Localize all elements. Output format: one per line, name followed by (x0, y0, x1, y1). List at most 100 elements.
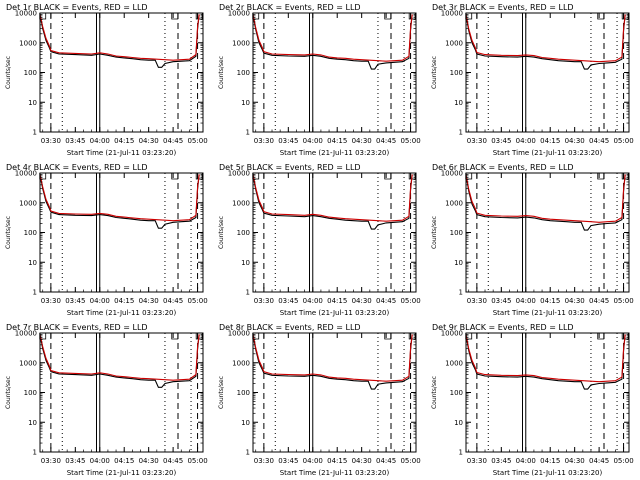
chart-title: Det 7r BLACK = Events, RED = LLD (6, 323, 148, 332)
series-line-lld (252, 14, 413, 62)
y-tick-label: 10000 (228, 330, 250, 338)
detector-panel-4: Det 4r BLACK = Events, RED = LLD Counts/s… (0, 160, 213, 320)
x-tick-label: 04:00 (90, 457, 110, 465)
x-tick-label: 04:45 (589, 137, 609, 145)
x-tick-label: 03:45 (278, 457, 298, 465)
x-axis-label: Start Time (21-Jul-11 03:23:20) (67, 309, 177, 317)
y-tick-label: 10000 (441, 170, 463, 178)
y-tick-label: 10 (241, 259, 250, 267)
x-tick-label: 04:30 (352, 297, 372, 305)
y-tick-label: 100 (24, 229, 37, 237)
series-line-events (252, 174, 413, 230)
detector-panel-9: Det 9r BLACK = Events, RED = LLD Counts/s… (426, 320, 639, 480)
x-tick-label: 04:15 (540, 137, 560, 145)
x-tick-label: 03:30 (467, 297, 487, 305)
x-tick-label: 04:15 (540, 457, 560, 465)
y-tick-label: 1000 (445, 359, 463, 367)
plot-frame (39, 332, 204, 453)
y-tick-label: 10000 (228, 10, 250, 18)
plot-frame (252, 332, 417, 453)
y-axis-label: Counts/sec (431, 376, 438, 409)
chart-svg: Det 9r BLACK = Events, RED = LLD Counts/s… (431, 323, 634, 477)
x-tick-label: 04:00 (303, 137, 323, 145)
chart-title: Det 2r BLACK = Events, RED = LLD (219, 3, 361, 12)
y-tick-label: 10 (28, 259, 37, 267)
x-tick-label: 04:45 (163, 137, 183, 145)
y-axis-label: Counts/sec (5, 216, 12, 249)
x-tick-label: 04:15 (114, 297, 134, 305)
x-tick-label: 04:00 (90, 297, 110, 305)
series-line-lld (39, 174, 200, 222)
x-tick-label: 04:45 (589, 297, 609, 305)
y-tick-label: 1 (33, 129, 37, 137)
y-tick-label: 1000 (445, 199, 463, 207)
x-axis-label: Start Time (21-Jul-11 03:23:20) (280, 309, 390, 317)
top-bracket-marker (384, 333, 392, 340)
y-tick-label: 1000 (19, 359, 37, 367)
series-line-lld (252, 334, 413, 382)
x-tick-label: 03:45 (65, 457, 85, 465)
y-tick-label: 100 (237, 229, 250, 237)
series-line-lld (465, 14, 626, 63)
x-tick-label: 03:45 (491, 137, 511, 145)
series-line-lld (465, 174, 626, 223)
x-tick-label: 03:30 (41, 137, 61, 145)
x-tick-label: 04:00 (516, 457, 536, 465)
x-tick-label: 05:00 (613, 137, 633, 145)
chart-svg: Det 8r BLACK = Events, RED = LLD Counts/s… (218, 323, 421, 477)
y-tick-label: 10 (454, 419, 463, 427)
detector-panel-7: Det 7r BLACK = Events, RED = LLD Counts/s… (0, 320, 213, 480)
y-axis-label: Counts/sec (218, 216, 225, 249)
top-bracket-marker (171, 13, 179, 20)
y-axis-label: Counts/sec (218, 376, 225, 409)
x-tick-label: 05:00 (400, 137, 420, 145)
x-tick-label: 04:30 (565, 137, 585, 145)
y-tick-label: 10 (241, 99, 250, 107)
y-tick-label: 100 (24, 69, 37, 77)
y-tick-label: 10000 (228, 170, 250, 178)
plot-frame (39, 12, 204, 133)
x-tick-label: 03:30 (467, 457, 487, 465)
x-tick-label: 03:30 (41, 297, 61, 305)
x-tick-label: 03:30 (467, 137, 487, 145)
x-tick-label: 04:00 (303, 297, 323, 305)
chart-svg: Det 4r BLACK = Events, RED = LLD Counts/s… (5, 163, 208, 317)
chart-svg: Det 6r BLACK = Events, RED = LLD Counts/s… (431, 163, 634, 317)
x-axis-label: Start Time (21-Jul-11 03:23:20) (493, 309, 603, 317)
plot-frame (465, 332, 630, 453)
x-tick-label: 05:00 (613, 457, 633, 465)
x-tick-label: 03:30 (41, 457, 61, 465)
x-tick-label: 04:00 (90, 137, 110, 145)
series-line-events (252, 334, 413, 390)
x-axis-label: Start Time (21-Jul-11 03:23:20) (280, 469, 390, 477)
x-tick-label: 03:45 (491, 297, 511, 305)
x-tick-label: 05:00 (400, 457, 420, 465)
top-bracket-marker (597, 13, 605, 20)
series-line-events (465, 334, 626, 390)
chart-svg: Det 2r BLACK = Events, RED = LLD Counts/s… (218, 3, 421, 157)
plot-frame (465, 172, 630, 293)
x-tick-label: 04:30 (352, 137, 372, 145)
x-tick-label: 04:45 (376, 137, 396, 145)
detector-panel-3: Det 3r BLACK = Events, RED = LLD Counts/s… (426, 0, 639, 160)
x-tick-label: 03:45 (278, 137, 298, 145)
x-tick-label: 04:30 (139, 457, 159, 465)
series-line-lld (252, 174, 413, 222)
top-bracket-marker (597, 333, 605, 340)
detector-panel-1: Det 1r BLACK = Events, RED = LLD Counts/s… (0, 0, 213, 160)
y-tick-label: 1 (246, 129, 250, 137)
y-tick-label: 1000 (232, 199, 250, 207)
y-tick-label: 10000 (15, 170, 37, 178)
x-tick-label: 04:45 (163, 457, 183, 465)
x-tick-label: 04:30 (565, 297, 585, 305)
x-axis-label: Start Time (21-Jul-11 03:23:20) (67, 149, 177, 157)
chart-svg: Det 3r BLACK = Events, RED = LLD Counts/s… (431, 3, 634, 157)
series-line-lld (465, 334, 626, 383)
chart-title: Det 8r BLACK = Events, RED = LLD (219, 323, 361, 332)
x-tick-label: 04:00 (516, 297, 536, 305)
x-tick-label: 03:45 (65, 297, 85, 305)
y-axis-label: Counts/sec (431, 56, 438, 89)
y-tick-label: 10 (28, 419, 37, 427)
detector-panel-2: Det 2r BLACK = Events, RED = LLD Counts/s… (213, 0, 426, 160)
